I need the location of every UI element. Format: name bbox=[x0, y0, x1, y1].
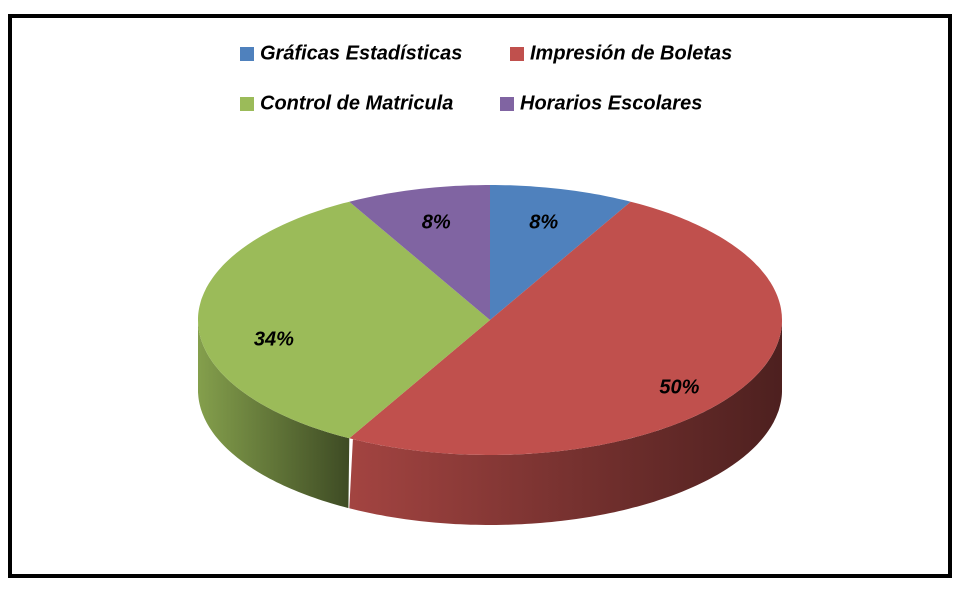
legend-label: Gráficas Estadísticas bbox=[260, 42, 462, 64]
slice-side bbox=[198, 320, 350, 509]
legend-swatch bbox=[500, 97, 514, 111]
slice bbox=[490, 185, 631, 320]
legend-label: Control de Matricula bbox=[260, 92, 453, 114]
legend-swatch bbox=[240, 97, 254, 111]
legend-label: Horarios Escolares bbox=[520, 92, 702, 114]
data-label: 50% bbox=[659, 376, 699, 398]
slice bbox=[198, 201, 490, 439]
legend-label: Impresión de Boletas bbox=[530, 42, 732, 64]
data-label: 34% bbox=[254, 328, 294, 350]
slice bbox=[349, 201, 782, 455]
legend-swatch bbox=[240, 47, 254, 61]
data-label: 8% bbox=[422, 212, 451, 234]
slice bbox=[349, 185, 490, 320]
slice-side bbox=[349, 320, 782, 525]
data-label: 8% bbox=[529, 212, 558, 234]
legend-swatch bbox=[510, 47, 524, 61]
